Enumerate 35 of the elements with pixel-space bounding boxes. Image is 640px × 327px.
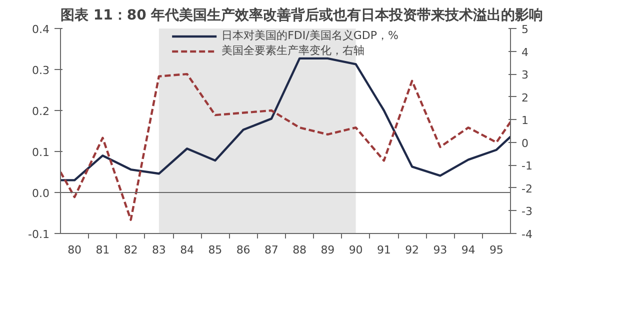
x-tick-label: 84 — [180, 244, 194, 256]
y2-tick-label: 1 — [522, 114, 528, 128]
y2-tick-label: -3 — [522, 205, 532, 218]
x-tick-label: 91 — [376, 244, 391, 256]
x-tick-label: 88 — [292, 244, 307, 256]
y2-tick-label: 3 — [522, 68, 528, 82]
legend-label: 美国全要素生产率变化，右轴 — [222, 43, 365, 58]
y2-tick-label: -2 — [522, 182, 532, 196]
y2-tick-label: 5 — [522, 23, 528, 36]
x-tick-label: 85 — [208, 244, 222, 256]
y2-tick-label: -1 — [522, 160, 532, 173]
x-tick-label: 81 — [96, 244, 110, 256]
x-tick-label: 89 — [320, 244, 335, 256]
x-tick-label: 90 — [348, 244, 363, 256]
legend-label: 日本对美国的FDI/美国名义GDP，% — [222, 28, 398, 43]
x-tick-label: 80 — [68, 244, 82, 256]
y-tick-label: 0.2 — [32, 105, 50, 118]
y2-tick-label: 4 — [522, 46, 528, 59]
y2-tick-label: 0 — [522, 136, 528, 150]
chart-title: 图表 11：80 年代美国生产效率改善背后或也有日本投资带来技术溢出的影响 — [60, 6, 544, 24]
x-tick-label: 95 — [489, 244, 504, 256]
y-tick-label: 0.3 — [32, 64, 50, 77]
y-tick-label: 0.1 — [32, 146, 50, 159]
y2-tick-label: 2 — [522, 91, 528, 104]
y2-tick-label: -4 — [522, 228, 532, 241]
x-tick-label: 86 — [236, 244, 250, 256]
x-tick-label: 94 — [461, 244, 476, 256]
x-tick-label: 83 — [152, 244, 166, 256]
y-tick-label: 0.4 — [32, 23, 50, 36]
x-tick-label: 92 — [405, 244, 420, 256]
y-tick-label: -0.1 — [28, 228, 50, 241]
x-tick-label: 87 — [264, 244, 278, 256]
y-tick-label: 0.0 — [32, 187, 50, 200]
x-tick-label: 93 — [433, 244, 448, 256]
x-tick-label: 82 — [124, 244, 138, 256]
